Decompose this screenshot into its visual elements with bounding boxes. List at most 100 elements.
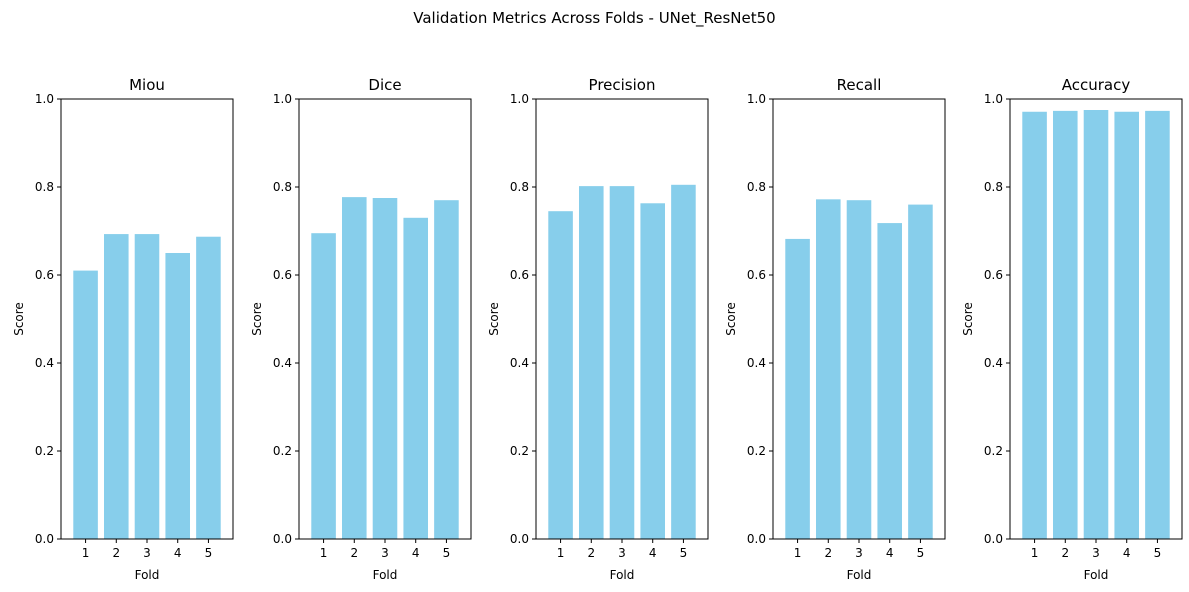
x-tick-label: 2: [1061, 546, 1069, 560]
y-tick-label: 0.2: [510, 444, 529, 458]
x-tick-label: 2: [587, 546, 595, 560]
bar-fold-4: [877, 223, 902, 539]
bar-fold-5: [196, 236, 221, 539]
figure-suptitle: Validation Metrics Across Folds - UNet_R…: [413, 9, 775, 28]
x-axis-label: Fold: [373, 568, 398, 582]
y-tick-label: 0.6: [35, 268, 54, 282]
x-tick-label: 4: [412, 546, 420, 560]
bar-fold-1: [1022, 111, 1047, 539]
bar-fold-3: [1083, 110, 1109, 539]
bar-fold-2: [342, 197, 367, 539]
y-tick-label: 0.6: [984, 268, 1003, 282]
y-axis-label: Score: [487, 302, 501, 336]
x-tick-label: 3: [618, 546, 626, 560]
x-tick-label: 1: [557, 546, 565, 560]
x-tick-label: 3: [381, 546, 389, 560]
x-tick-label: 4: [886, 546, 894, 560]
x-tick-label: 2: [824, 546, 832, 560]
x-tick-label: 5: [917, 546, 925, 560]
bar-fold-2: [104, 234, 129, 539]
y-axis-label: Score: [250, 302, 264, 336]
subplot-title: Recall: [837, 76, 882, 94]
bar-fold-2: [579, 186, 604, 539]
y-axis-label: Score: [12, 302, 26, 336]
subplot-title: Accuracy: [1062, 76, 1131, 94]
subplot-recall: 0.0 0.2 0.4 0.6 0.8 1.0 1 2 3 4 5 Recall Fold Score: [724, 76, 946, 582]
x-tick-label: 1: [794, 546, 802, 560]
x-tick-label: 4: [649, 546, 657, 560]
x-tick-label: 5: [443, 546, 451, 560]
y-tick-label: 0.8: [273, 180, 292, 194]
y-axis-label: Score: [724, 302, 738, 336]
y-tick-label: 0.6: [747, 268, 766, 282]
bar-fold-2: [1053, 110, 1078, 539]
bar-fold-3: [846, 200, 872, 539]
x-tick-label: 4: [1123, 546, 1131, 560]
bar-fold-5: [434, 200, 459, 539]
y-tick-label: 0.4: [35, 356, 54, 370]
y-tick-label: 0.4: [273, 356, 292, 370]
x-tick-label: 5: [205, 546, 213, 560]
bar-fold-4: [640, 203, 665, 539]
y-tick-label: 0.4: [510, 356, 529, 370]
x-tick-label: 2: [112, 546, 120, 560]
x-tick-label: 4: [174, 546, 182, 560]
x-axis-label: Fold: [847, 568, 872, 582]
y-tick-label: 0.0: [510, 532, 529, 546]
bar-fold-5: [671, 184, 696, 540]
x-tick-label: 1: [1031, 546, 1039, 560]
bar-fold-1: [73, 270, 98, 539]
x-tick-label: 3: [855, 546, 863, 560]
y-tick-label: 0.0: [35, 532, 54, 546]
y-tick-label: 0.2: [747, 444, 766, 458]
y-tick-label: 0.0: [747, 532, 766, 546]
y-tick-label: 0.8: [984, 180, 1003, 194]
bar-fold-3: [609, 186, 635, 539]
x-axis-label: Fold: [610, 568, 635, 582]
bar-fold-2: [816, 199, 841, 539]
y-axis-label: Score: [961, 302, 975, 336]
bar-fold-3: [134, 234, 160, 539]
y-tick-label: 0.6: [510, 268, 529, 282]
y-tick-label: 0.4: [747, 356, 766, 370]
bar-fold-4: [165, 253, 190, 539]
bar-fold-1: [548, 211, 573, 539]
bar-fold-3: [372, 198, 398, 539]
subplot-title: Dice: [368, 76, 401, 94]
x-tick-label: 1: [320, 546, 328, 560]
bar-fold-1: [311, 233, 336, 539]
subplot-dice: 0.0 0.2 0.4 0.6 0.8 1.0 1 2 3 4 5 Dice Fold Score: [250, 76, 472, 582]
y-tick-label: 1.0: [984, 92, 1003, 106]
y-tick-label: 0.2: [273, 444, 292, 458]
subplots: 0.00.20.40.60.81.01 2 3 4 5MiouFoldScore0.00…: [12, 76, 1183, 582]
y-tick-label: 0.4: [984, 356, 1003, 370]
x-tick-label: 3: [143, 546, 151, 560]
y-tick-label: 0.0: [273, 532, 292, 546]
x-tick-label: 2: [350, 546, 358, 560]
x-tick-label: 3: [1092, 546, 1100, 560]
bar-fold-1: [785, 238, 810, 540]
bar-fold-5: [1145, 110, 1170, 539]
bar-fold-4: [1114, 111, 1139, 539]
y-tick-label: 0.6: [273, 268, 292, 282]
y-tick-label: 1.0: [510, 92, 529, 106]
y-tick-label: 1.0: [273, 92, 292, 106]
subplot-precision: 0.0 0.2 0.4 0.6 0.8 1.0 1 2 3 4 5 Precision Fold Scor…: [487, 76, 709, 582]
y-tick-label: 0.2: [35, 444, 54, 458]
x-tick-label: 5: [1154, 546, 1162, 560]
bar-fold-5: [908, 204, 933, 539]
subplot-title: Miou: [129, 76, 165, 94]
bar-fold-4: [403, 217, 428, 540]
x-axis-label: Fold: [1084, 568, 1109, 582]
subplot-miou: 0.0 0.2 0.4 0.6 0.8 1.0 1 2 3 4 5 Miou Fold Score: [12, 76, 234, 582]
subplot-title: Precision: [589, 76, 656, 94]
y-tick-label: 0.8: [510, 180, 529, 194]
y-tick-label: 0.8: [747, 180, 766, 194]
y-tick-label: 1.0: [35, 92, 54, 106]
x-tick-label: 1: [82, 546, 90, 560]
y-tick-label: 0.8: [35, 180, 54, 194]
y-tick-label: 0.0: [984, 532, 1003, 546]
x-axis-label: Fold: [135, 568, 160, 582]
x-tick-label: 5: [680, 546, 688, 560]
